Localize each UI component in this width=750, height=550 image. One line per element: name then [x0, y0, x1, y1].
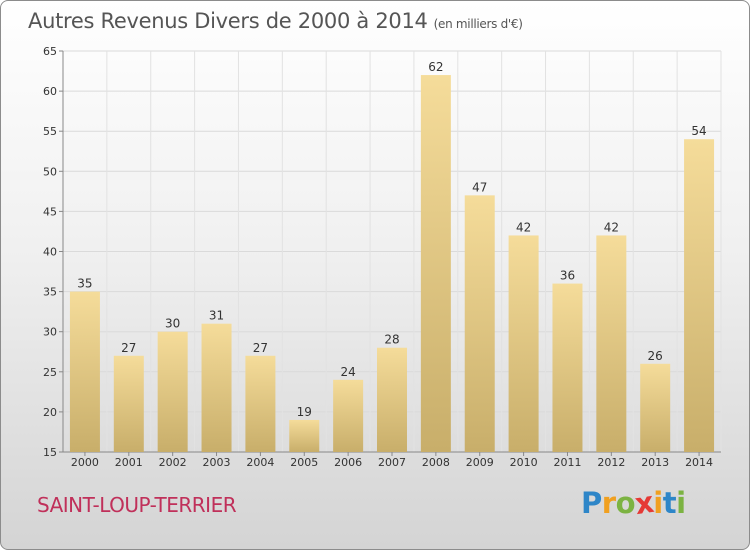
bar — [157, 331, 188, 452]
y-tick-label: 45 — [43, 205, 57, 218]
y-tick-label: 30 — [43, 326, 57, 339]
title-text: Autres Revenus Divers de 2000 à 2014 — [28, 9, 428, 33]
x-tick-label: 2001 — [115, 456, 143, 469]
x-tick-label: 2002 — [159, 456, 187, 469]
y-tick-label: 50 — [43, 165, 57, 178]
logo-letter: x — [632, 484, 656, 522]
logo-letter: P — [581, 486, 602, 520]
bar — [420, 75, 451, 452]
x-tick-label: 2013 — [641, 456, 669, 469]
x-tick-label: 2014 — [685, 456, 713, 469]
logo-letter: i — [653, 486, 663, 520]
x-tick-label: 2007 — [378, 456, 406, 469]
title-unit: (en milliers d'€) — [433, 17, 523, 31]
data-label: 28 — [384, 333, 399, 347]
y-tick-label: 40 — [43, 246, 57, 259]
y-tick-label: 25 — [43, 366, 57, 379]
bar — [684, 139, 715, 452]
x-tick-label: 2010 — [510, 456, 538, 469]
data-label: 47 — [472, 180, 487, 194]
y-tick-label: 15 — [43, 446, 57, 459]
data-label: 30 — [165, 317, 180, 331]
bar — [596, 235, 627, 452]
bar — [289, 419, 320, 452]
data-label: 27 — [253, 341, 268, 355]
logo-letter: t — [662, 486, 677, 520]
data-label: 36 — [560, 269, 575, 283]
x-tick-label: 2003 — [203, 456, 231, 469]
data-label: 35 — [77, 277, 92, 291]
y-tick-label: 35 — [43, 286, 57, 299]
bars — [69, 75, 715, 453]
x-tick-label: 2004 — [246, 456, 274, 469]
bar — [640, 363, 671, 452]
x-tick-label: 2012 — [597, 456, 625, 469]
data-label: 54 — [691, 124, 706, 138]
data-label: 62 — [428, 60, 443, 74]
bar — [464, 195, 495, 453]
data-label: 27 — [121, 341, 136, 355]
axes: 15 20 25 30 35 40 45 50 55 60 65 — [43, 45, 721, 459]
x-tick-label: 2008 — [422, 456, 450, 469]
bar — [508, 235, 539, 452]
bar — [201, 323, 232, 452]
bar — [333, 379, 364, 452]
y-tick-label: 55 — [43, 125, 57, 138]
location-name: SAINT-LOUP-TERRIER — [37, 493, 237, 517]
y-tick-label: 60 — [43, 85, 57, 98]
bar — [377, 347, 407, 452]
data-label: 26 — [648, 349, 663, 363]
labels: 2000 35 2001 27 2002 30 2003 31 2004 27 2005 19 2006… — [71, 60, 713, 469]
y-tick-label: 65 — [43, 45, 57, 58]
data-label: 31 — [209, 309, 224, 323]
x-tick-label: 2000 — [71, 456, 99, 469]
proxiti-logo: Proxiti — [581, 484, 686, 522]
bar — [245, 355, 276, 452]
data-label: 42 — [604, 220, 619, 234]
logo-letter: i — [676, 486, 686, 520]
bar — [552, 283, 583, 452]
bar — [69, 291, 100, 452]
y-tick-label: 20 — [43, 406, 57, 419]
data-label: 24 — [340, 365, 355, 379]
logo-letter: o — [615, 486, 636, 520]
x-tick-label: 2005 — [290, 456, 318, 469]
data-label: 19 — [297, 405, 312, 419]
data-label: 42 — [516, 220, 531, 234]
bar — [113, 355, 144, 452]
x-tick-label: 2011 — [553, 456, 581, 469]
x-tick-label: 2006 — [334, 456, 362, 469]
x-tick-label: 2009 — [466, 456, 494, 469]
chart-title: Autres Revenus Divers de 2000 à 2014 (en … — [28, 9, 523, 33]
logo-letter: r — [601, 486, 616, 520]
